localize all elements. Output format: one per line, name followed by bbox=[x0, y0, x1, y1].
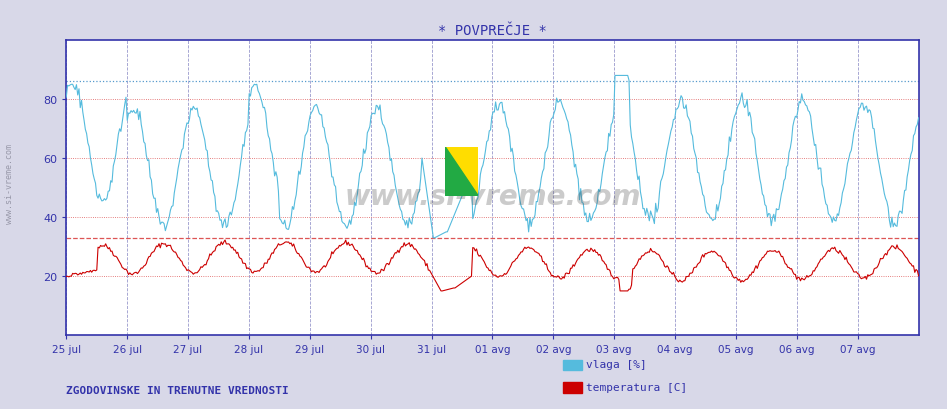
Text: www.si-vreme.com: www.si-vreme.com bbox=[344, 183, 641, 211]
Polygon shape bbox=[445, 147, 478, 196]
Text: temperatura [C]: temperatura [C] bbox=[586, 382, 688, 392]
Text: www.si-vreme.com: www.si-vreme.com bbox=[5, 144, 14, 224]
Polygon shape bbox=[445, 147, 478, 196]
Text: ZGODOVINSKE IN TRENUTNE VREDNOSTI: ZGODOVINSKE IN TRENUTNE VREDNOSTI bbox=[66, 384, 289, 395]
Title: * POVPREČJE *: * POVPREČJE * bbox=[438, 25, 546, 38]
Text: vlaga [%]: vlaga [%] bbox=[586, 360, 647, 369]
